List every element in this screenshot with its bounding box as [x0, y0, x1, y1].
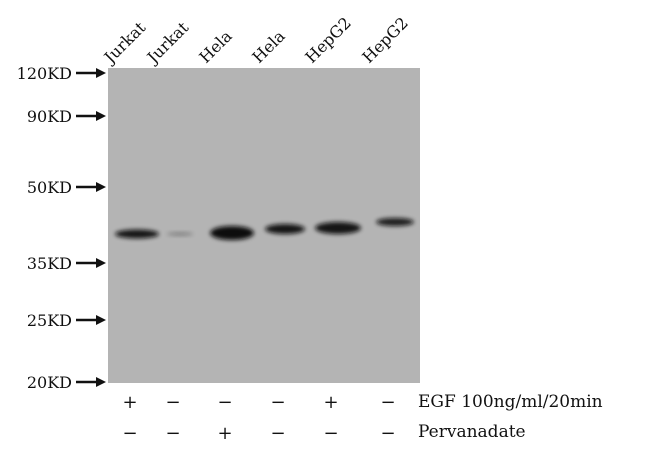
blot-membrane — [108, 68, 420, 383]
pervanadate-sign: − — [122, 423, 137, 444]
lane-label: HepG2 — [358, 13, 411, 66]
egf-sign: − — [165, 392, 180, 413]
marker-label: 90KD — [27, 107, 72, 126]
egf-sign: − — [380, 392, 395, 413]
egf-sign: + — [323, 392, 338, 413]
egf-sign: + — [122, 392, 137, 413]
arrow-icon — [96, 182, 106, 192]
arrow-icon — [96, 377, 106, 387]
marker-label: 120KD — [17, 64, 72, 83]
egf-sign: − — [217, 392, 232, 413]
lane-label: Jurkat — [142, 18, 193, 69]
marker-label: 25KD — [27, 311, 72, 330]
lane-label: Hela — [195, 26, 236, 67]
arrow-icon — [96, 258, 106, 268]
protein-band — [167, 232, 193, 236]
marker-label: 35KD — [27, 254, 72, 273]
lane-label: HepG2 — [301, 13, 354, 66]
pervanadate-sign: − — [165, 423, 180, 444]
pervanadate-sign: − — [270, 423, 285, 444]
protein-band — [115, 229, 159, 239]
protein-band — [210, 226, 254, 240]
marker-label: 20KD — [27, 373, 72, 392]
pervanadate-condition-label: Pervanadate — [418, 422, 526, 442]
pervanadate-sign: − — [323, 423, 338, 444]
arrow-icon — [96, 315, 106, 325]
protein-band — [376, 218, 414, 226]
arrow-icon — [96, 111, 106, 121]
pervanadate-sign: + — [217, 423, 232, 444]
egf-sign: − — [270, 392, 285, 413]
lane-label: Jurkat — [99, 18, 150, 69]
marker-label: 50KD — [27, 178, 72, 197]
pervanadate-sign: − — [380, 423, 395, 444]
lane-label: Hela — [248, 26, 289, 67]
protein-band — [265, 224, 305, 234]
arrow-icon — [96, 68, 106, 78]
egf-condition-label: EGF 100ng/ml/20min — [418, 392, 603, 412]
protein-band — [315, 222, 361, 234]
